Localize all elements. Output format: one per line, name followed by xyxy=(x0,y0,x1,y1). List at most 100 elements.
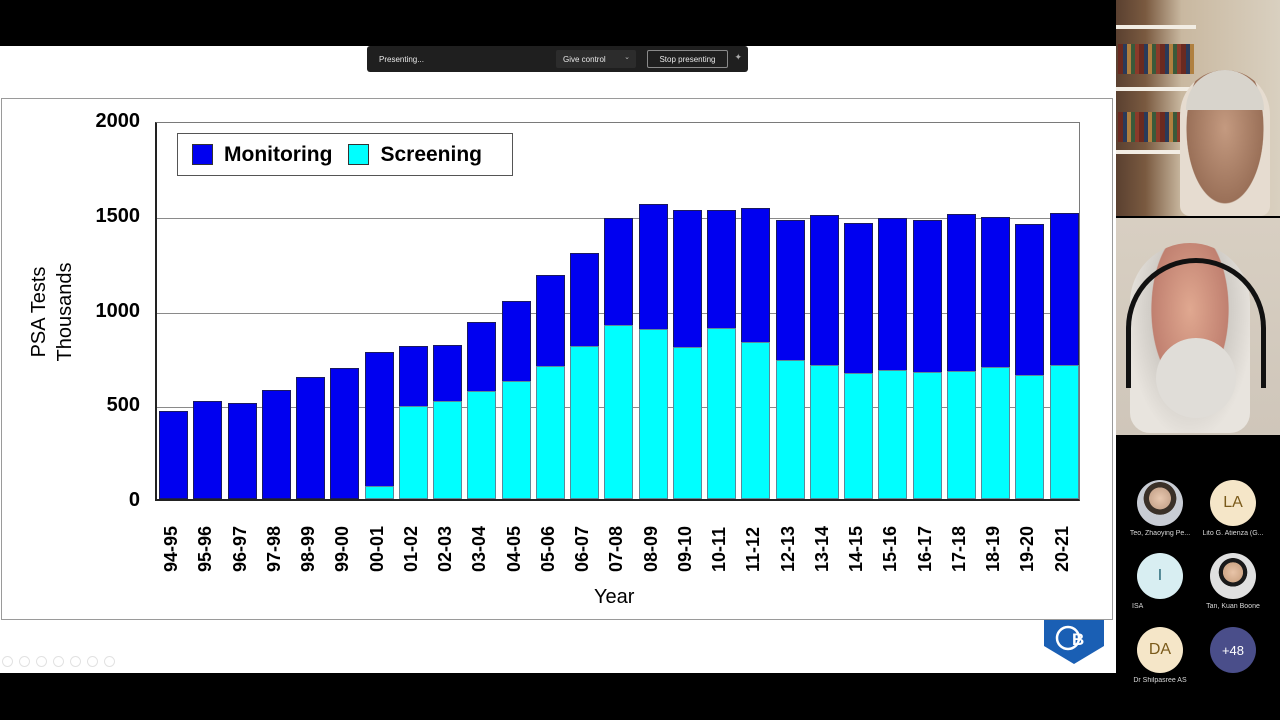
x-tick-label: 03-04 xyxy=(465,512,495,582)
x-tick-text: 94-95 xyxy=(161,525,181,572)
x-tick-text: 18-19 xyxy=(983,525,1004,572)
pen-icon[interactable] xyxy=(36,656,47,667)
bar-segment-monitoring xyxy=(227,403,257,499)
headset xyxy=(1126,258,1266,388)
bar-segment-screening xyxy=(672,347,702,499)
more-options-icon[interactable] xyxy=(104,656,115,667)
bar-20-21 xyxy=(1049,212,1079,499)
bar-97-98 xyxy=(261,390,291,499)
x-tick-label: 00-01 xyxy=(363,512,393,582)
overflow-count: +48 xyxy=(1210,627,1256,673)
x-tick-label: 16-17 xyxy=(911,512,941,582)
participant-name: Lito G. Atienza (G... xyxy=(1202,530,1264,537)
x-tick-text: 06-07 xyxy=(572,525,593,572)
y-tick-label: 0 xyxy=(128,489,140,511)
bar-06-07 xyxy=(570,252,600,499)
pin-icon[interactable]: ✦ xyxy=(734,52,742,62)
x-tick-text: 00-01 xyxy=(366,525,387,572)
subtitles-icon[interactable] xyxy=(87,656,98,667)
give-control-dropdown[interactable]: Give control ⌄ xyxy=(556,50,636,68)
slides-grid-icon[interactable] xyxy=(53,656,64,667)
next-slide-icon[interactable] xyxy=(19,656,30,667)
bar-segment-monitoring xyxy=(946,213,976,373)
bar-segment-monitoring xyxy=(501,300,531,382)
x-tick-text: 16-17 xyxy=(914,525,935,572)
x-tick-text: 07-08 xyxy=(606,525,627,572)
avatar: DA xyxy=(1137,627,1183,673)
stop-presenting-label: Stop presenting xyxy=(659,54,716,64)
x-tick-text: 15-16 xyxy=(880,525,901,572)
organization-logo: B xyxy=(1044,620,1104,664)
x-tick-label: 95-96 xyxy=(191,512,221,582)
bar-segment-screening xyxy=(364,485,394,499)
x-tick-text: 13-14 xyxy=(811,525,832,572)
bar-segment-monitoring xyxy=(193,401,223,499)
bar-segment-screening xyxy=(570,345,600,499)
bar-segment-monitoring xyxy=(398,346,428,408)
x-tick-text: 99-00 xyxy=(332,525,353,572)
bar-segment-monitoring xyxy=(707,210,737,330)
more-participants-button[interactable]: +48 xyxy=(1192,627,1274,673)
x-tick-text: 14-15 xyxy=(846,525,867,572)
x-tick-text: 12-13 xyxy=(777,525,798,572)
participant-name: ISA xyxy=(1132,603,1144,610)
bar-segment-monitoring xyxy=(467,321,497,392)
give-control-label: Give control xyxy=(563,54,606,64)
bar-segment-monitoring xyxy=(844,223,874,374)
bar-03-04 xyxy=(467,321,497,499)
bar-segment-screening xyxy=(809,365,839,499)
bar-98-99 xyxy=(296,376,326,499)
x-tick-label: 20-21 xyxy=(1048,512,1078,582)
x-tick-text: 04-05 xyxy=(503,525,524,572)
stop-presenting-button[interactable]: Stop presenting xyxy=(647,50,728,68)
participant-video-1[interactable] xyxy=(1116,0,1280,216)
avatar xyxy=(1137,480,1183,526)
participant-tile[interactable]: I ISA xyxy=(1119,553,1201,610)
bar-segment-monitoring xyxy=(535,275,565,368)
overflow-count-label: +48 xyxy=(1221,642,1245,658)
x-tick-text: 08-09 xyxy=(640,525,661,572)
y-tick-label: 2000 xyxy=(95,110,141,132)
participant-video-2[interactable] xyxy=(1116,218,1280,435)
zoom-icon[interactable] xyxy=(70,656,81,667)
bar-segment-screening xyxy=(535,366,565,499)
participant-tile[interactable]: Tan, Kuan Boone xyxy=(1192,553,1274,610)
participant-tile[interactable]: Teo, Zhaoying Pe... xyxy=(1119,480,1201,537)
bar-segment-screening xyxy=(878,370,908,499)
avatar: LA xyxy=(1210,480,1256,526)
x-tick-label: 99-00 xyxy=(328,512,358,582)
x-tick-label: 13-14 xyxy=(808,512,838,582)
bar-segment-screening xyxy=(1015,374,1045,499)
presenting-toolbar: Presenting... Give control ⌄ Stop presen… xyxy=(367,46,748,72)
bar-segment-monitoring xyxy=(1015,224,1045,376)
bar-12-13 xyxy=(775,219,805,499)
bar-09-10 xyxy=(672,210,702,499)
prev-slide-icon[interactable] xyxy=(2,656,13,667)
x-tick-label: 18-19 xyxy=(979,512,1009,582)
bar-segment-monitoring xyxy=(809,214,839,367)
bar-15-16 xyxy=(878,217,908,499)
bar-05-06 xyxy=(535,275,565,499)
bar-18-19 xyxy=(981,216,1011,499)
x-tick-label: 15-16 xyxy=(876,512,906,582)
x-tick-label: 08-09 xyxy=(637,512,667,582)
bar-17-18 xyxy=(946,213,976,499)
bar-segment-screening xyxy=(467,391,497,499)
avatar xyxy=(1210,553,1256,599)
chevron-down-icon: ⌄ xyxy=(624,54,630,61)
bar-segment-screening xyxy=(638,329,668,499)
participant-tile[interactable]: DA Dr Shilpasree AS xyxy=(1119,627,1201,684)
x-tick-label: 14-15 xyxy=(842,512,872,582)
bar-segment-monitoring xyxy=(672,210,702,349)
bar-94-95 xyxy=(159,410,188,499)
bar-segment-monitoring xyxy=(604,217,634,326)
x-tick-label: 94-95 xyxy=(157,512,187,582)
bar-segment-monitoring xyxy=(775,219,805,361)
participant-tile[interactable]: LA Lito G. Atienza (G... xyxy=(1192,480,1274,537)
x-tick-label: 05-06 xyxy=(534,512,564,582)
bookshelf xyxy=(1116,25,1196,29)
bar-segment-monitoring xyxy=(364,352,394,487)
bookshelf xyxy=(1116,150,1196,154)
bar-segment-monitoring xyxy=(330,368,360,499)
bar-segment-screening xyxy=(775,359,805,499)
